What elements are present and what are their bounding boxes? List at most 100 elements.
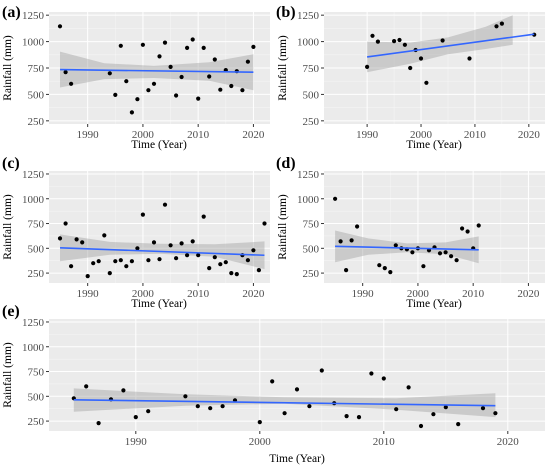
panel-label: (e) <box>2 303 20 320</box>
data-point <box>245 258 250 263</box>
y-tick-label: 750 <box>28 219 45 231</box>
y-tick-label: 500 <box>303 243 320 255</box>
x-tick-label: 1990 <box>352 288 375 300</box>
data-point <box>465 229 470 234</box>
panel-label: (b) <box>276 4 296 21</box>
x-tick-label: 2020 <box>242 129 265 141</box>
data-point <box>69 264 74 269</box>
trend-line <box>335 245 479 251</box>
data-point <box>113 259 118 264</box>
data-point <box>212 57 217 62</box>
y-tick-label: 250 <box>28 416 45 428</box>
data-point <box>113 92 118 97</box>
y-tick-label: 250 <box>28 116 45 128</box>
y-tick-label: 250 <box>28 268 45 280</box>
data-point <box>370 33 375 38</box>
data-point <box>208 406 213 411</box>
data-point <box>135 97 140 102</box>
y-tick-label: 250 <box>303 268 320 280</box>
y-tick-label: 1250 <box>22 169 45 181</box>
data-point <box>121 388 126 393</box>
data-point <box>282 411 287 416</box>
data-point <box>397 37 402 43</box>
data-point <box>424 80 429 85</box>
data-point <box>196 96 201 101</box>
data-point <box>107 271 112 276</box>
data-point <box>69 81 74 86</box>
y-axis-title: Rainfall (mm) <box>277 194 289 260</box>
data-point <box>146 409 151 414</box>
data-point <box>333 196 338 201</box>
data-point <box>207 74 212 79</box>
data-point <box>174 256 179 261</box>
y-tick-label: 1000 <box>297 194 320 206</box>
data-point <box>96 259 101 264</box>
data-point <box>410 250 415 255</box>
data-point <box>57 24 63 29</box>
plot-area <box>324 171 545 283</box>
panel-a: 250 500 750 1000 1250 1990 2000 2010 2020 (a) Time… <box>2 4 270 151</box>
data-point <box>443 405 448 410</box>
y-tick-label: 500 <box>28 391 45 403</box>
y-axis-title: Rainfall (mm) <box>2 35 14 101</box>
data-point <box>349 238 354 243</box>
data-point <box>84 384 89 389</box>
x-tick-label: 1990 <box>77 288 100 300</box>
data-point <box>270 379 275 384</box>
x-tick-label: 2010 <box>464 129 487 141</box>
data-point <box>118 258 123 263</box>
trend-line <box>60 247 265 257</box>
confidence-band <box>367 15 513 73</box>
data-point <box>418 423 424 429</box>
data-point <box>406 385 411 390</box>
data-point <box>375 39 380 44</box>
data-point <box>245 59 250 64</box>
data-point <box>168 64 173 69</box>
data-point <box>240 88 245 93</box>
x-tick-label: 2010 <box>187 129 210 141</box>
data-point <box>460 226 465 231</box>
data-point <box>262 221 267 226</box>
data-point <box>344 414 349 419</box>
data-point <box>129 259 134 264</box>
data-point <box>218 87 223 92</box>
data-point <box>129 110 134 115</box>
data-point <box>80 240 85 245</box>
x-tick-label: 1990 <box>356 129 379 141</box>
data-point <box>196 253 201 258</box>
data-point <box>365 64 370 69</box>
data-point <box>63 221 68 226</box>
data-point <box>133 415 138 420</box>
data-point <box>257 420 262 425</box>
data-point <box>157 257 162 262</box>
data-point <box>218 262 223 267</box>
panel-label: (a) <box>2 4 21 21</box>
x-tick-label: 2020 <box>497 436 520 448</box>
data-point <box>151 81 157 86</box>
data-point <box>480 406 486 411</box>
data-point <box>234 272 239 277</box>
trend-line <box>73 398 496 407</box>
data-point <box>74 237 79 242</box>
trend-line <box>60 68 254 74</box>
x-tick-label: 2010 <box>187 288 210 300</box>
data-point <box>135 246 140 251</box>
data-point <box>146 258 151 263</box>
data-point <box>107 71 112 76</box>
data-point <box>220 404 225 409</box>
data-point <box>174 93 179 98</box>
x-axis-title: Time (Year) <box>406 298 462 310</box>
panel-e: 250 500 750 1000 1250 1990 2000 2010 2020 (e) Time… <box>2 303 545 465</box>
data-point <box>369 371 374 376</box>
data-point <box>344 268 349 273</box>
trend-line <box>367 33 535 58</box>
data-point <box>402 42 407 47</box>
data-point <box>454 258 459 263</box>
data-point <box>377 263 382 268</box>
x-tick-label: 2020 <box>518 129 541 141</box>
data-point <box>421 264 426 269</box>
data-point <box>85 274 90 279</box>
data-point <box>294 387 300 392</box>
x-tick-label: 2000 <box>407 288 430 300</box>
y-tick-label: 1000 <box>22 342 45 354</box>
